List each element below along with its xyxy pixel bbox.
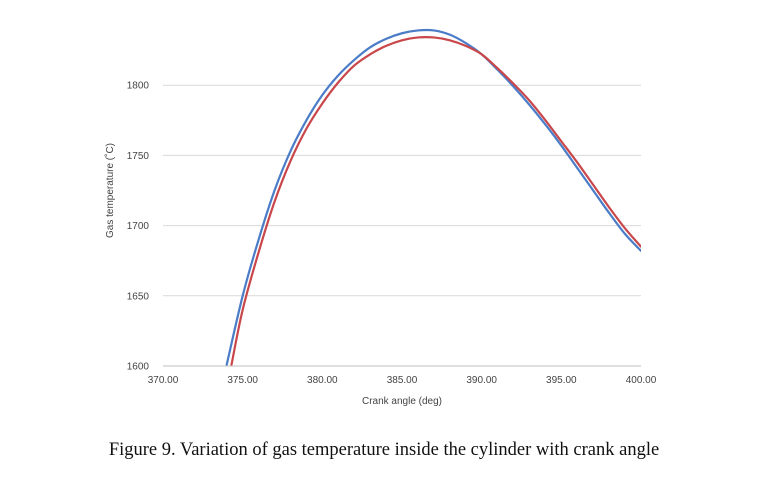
y-axis-ticks: 1600 1650 1700 1750 1800 bbox=[127, 81, 150, 373]
y-tick-label: 1800 bbox=[127, 81, 150, 92]
x-axis-label: Crank angle (deg) bbox=[362, 396, 442, 407]
x-tick-label: 385.00 bbox=[387, 375, 418, 386]
y-tick-label: 1650 bbox=[127, 291, 150, 302]
x-tick-label: 400.00 bbox=[626, 375, 657, 386]
x-tick-label: 370.00 bbox=[148, 375, 179, 386]
x-tick-label: 395.00 bbox=[546, 375, 577, 386]
series-line-1 bbox=[225, 28, 641, 366]
figure-caption: Figure 9. Variation of gas temperature i… bbox=[108, 440, 660, 460]
grid bbox=[163, 84, 641, 297]
y-tick-label: 1600 bbox=[127, 362, 150, 373]
x-tick-label: 380.00 bbox=[307, 375, 338, 386]
series-line-2 bbox=[230, 36, 641, 366]
x-tick-label: 375.00 bbox=[227, 375, 258, 386]
y-tick-label: 1700 bbox=[127, 221, 150, 232]
series-group bbox=[225, 28, 641, 366]
y-axis-label: Gas temperature (˚C) bbox=[104, 143, 116, 238]
y-tick-label: 1750 bbox=[127, 151, 150, 162]
x-tick-label: 390.00 bbox=[466, 375, 497, 386]
line-chart: 370.00 375.00 380.00 385.00 390.00 395.00 400.… bbox=[104, 28, 657, 407]
x-axis-ticks: 370.00 375.00 380.00 385.00 390.00 395.00 400.… bbox=[148, 375, 657, 386]
